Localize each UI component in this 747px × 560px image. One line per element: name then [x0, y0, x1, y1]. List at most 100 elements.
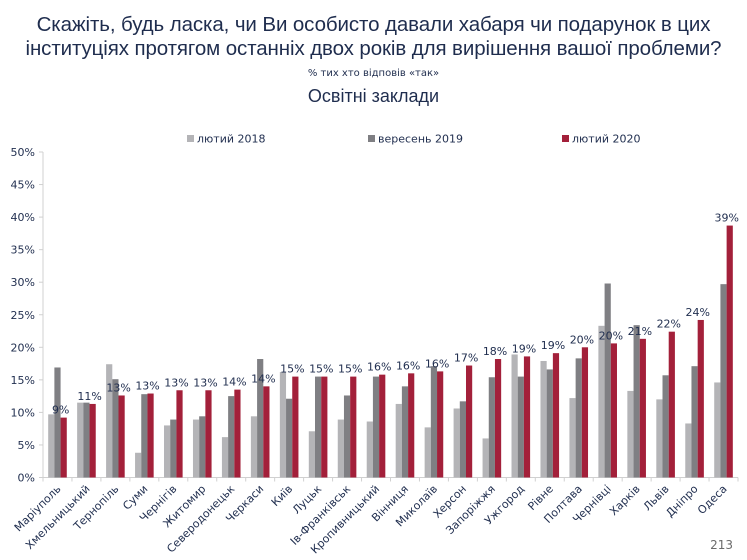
y-axis: 0% 5% 10% 15% 20% 25% 30% 35% 40% 45% 50%	[11, 146, 44, 485]
bar-2020	[726, 225, 733, 478]
y-tick-label: 10%	[11, 406, 35, 419]
bar-2020	[552, 353, 560, 478]
data-label: 18%	[483, 345, 507, 358]
page-number: 213	[710, 538, 733, 552]
data-label: 13%	[164, 376, 188, 389]
bar-2018	[453, 408, 460, 478]
bar-2020	[118, 395, 125, 478]
data-label: 16%	[425, 357, 449, 370]
bar-2019	[691, 366, 698, 478]
bar-2019	[343, 395, 351, 478]
bar-2019	[401, 386, 409, 478]
bar-2018	[424, 427, 431, 478]
legend-swatch	[368, 135, 375, 142]
bar-2020	[697, 319, 704, 478]
bar-2019	[315, 376, 322, 478]
bar-2020	[205, 390, 212, 478]
legend-label: лютий 2018	[197, 133, 266, 146]
legend-item-2020: лютий 2020	[562, 133, 641, 146]
y-tick-label: 0%	[18, 472, 35, 485]
bar-2020	[147, 393, 154, 478]
legend-swatch	[187, 135, 194, 142]
bar-2018	[511, 354, 518, 478]
bar-2020	[494, 359, 502, 478]
data-label: 21%	[628, 325, 652, 338]
bar-2019	[257, 359, 264, 478]
y-tick-label: 35%	[11, 244, 35, 257]
bar-2020	[523, 356, 531, 478]
bar-2018	[221, 437, 229, 478]
data-label: 13%	[135, 380, 159, 393]
bar-2018	[77, 402, 84, 478]
y-tick-label: 50%	[11, 146, 35, 159]
bar-2019	[372, 376, 380, 478]
bar-2018	[685, 423, 692, 478]
category-label: Одеса	[695, 482, 730, 517]
data-label: 39%	[714, 212, 738, 225]
chart-subtitle: % тих хто відповів «так»	[307, 68, 440, 79]
data-labels: 9% 11% 13% 13% 13% 13% 14% 14% 15% 15% 15% 16% 16% 16…	[52, 212, 739, 417]
bar-2018	[569, 398, 576, 478]
bar-2020	[234, 389, 241, 478]
bar-2018	[192, 419, 200, 478]
bar-2019	[546, 369, 553, 478]
bar-2019	[488, 377, 495, 478]
legend-item-2019: вересень 2019	[368, 133, 463, 146]
bar-2020	[639, 338, 646, 478]
bar-2018	[627, 390, 634, 478]
category-label: Дніпро	[663, 482, 700, 519]
data-label: 15%	[309, 363, 333, 376]
data-label: 20%	[570, 333, 594, 346]
data-label: 22%	[657, 318, 681, 331]
bar-2020	[60, 417, 67, 478]
bar-2019	[604, 283, 611, 478]
bar-2018	[279, 372, 287, 478]
y-tick-label: 15%	[11, 374, 35, 387]
section-title: Освітні заклади	[307, 86, 440, 106]
bar-2019	[228, 396, 235, 478]
bar-2020	[610, 343, 617, 478]
bar-2019	[517, 376, 524, 478]
data-label: 9%	[52, 404, 69, 417]
y-tick-label: 30%	[11, 276, 35, 289]
bar-2019	[54, 367, 61, 478]
data-label: 19%	[512, 342, 536, 355]
bar-2018	[164, 425, 171, 478]
bar-2018	[250, 416, 258, 478]
bar-2018	[48, 414, 55, 478]
data-label: 13%	[193, 376, 217, 389]
bar-2019	[459, 401, 466, 478]
bar-2018	[366, 421, 373, 478]
bar-2018	[714, 382, 721, 478]
legend-label: вересень 2019	[378, 133, 463, 146]
bar-2019	[430, 366, 438, 478]
chart-title: Скажіть, будь ласка, чи Ви особисто дава…	[0, 13, 747, 61]
bar-2020	[350, 376, 357, 478]
bar-2019	[662, 375, 669, 478]
data-label: 15%	[280, 363, 304, 376]
data-label: 13%	[106, 381, 130, 394]
bar-2019	[83, 402, 90, 478]
data-label: 17%	[454, 352, 478, 365]
bar-2018	[308, 431, 316, 478]
bar-2018	[656, 399, 663, 478]
bar-2018	[135, 452, 142, 478]
bar-2020	[379, 374, 386, 478]
bar-2020	[408, 373, 415, 478]
y-tick-label: 40%	[11, 211, 35, 224]
bar-2018	[540, 360, 547, 478]
data-label: 16%	[367, 361, 391, 374]
data-label: 16%	[396, 359, 420, 372]
bar-2020	[581, 347, 589, 478]
bar-2020	[321, 376, 328, 478]
bar-2020	[292, 376, 299, 478]
legend: лютий 2018 вересень 2019 лютий 2020	[187, 133, 641, 146]
bar-2019	[170, 419, 177, 478]
bar-2019	[633, 325, 640, 478]
category-label: Харків	[607, 482, 643, 518]
title-line-1: Скажіть, будь ласка, чи Ви особисто дава…	[36, 13, 711, 36]
data-label: 11%	[77, 390, 101, 403]
data-label: 19%	[541, 339, 565, 352]
y-tick-label: 45%	[11, 179, 35, 192]
